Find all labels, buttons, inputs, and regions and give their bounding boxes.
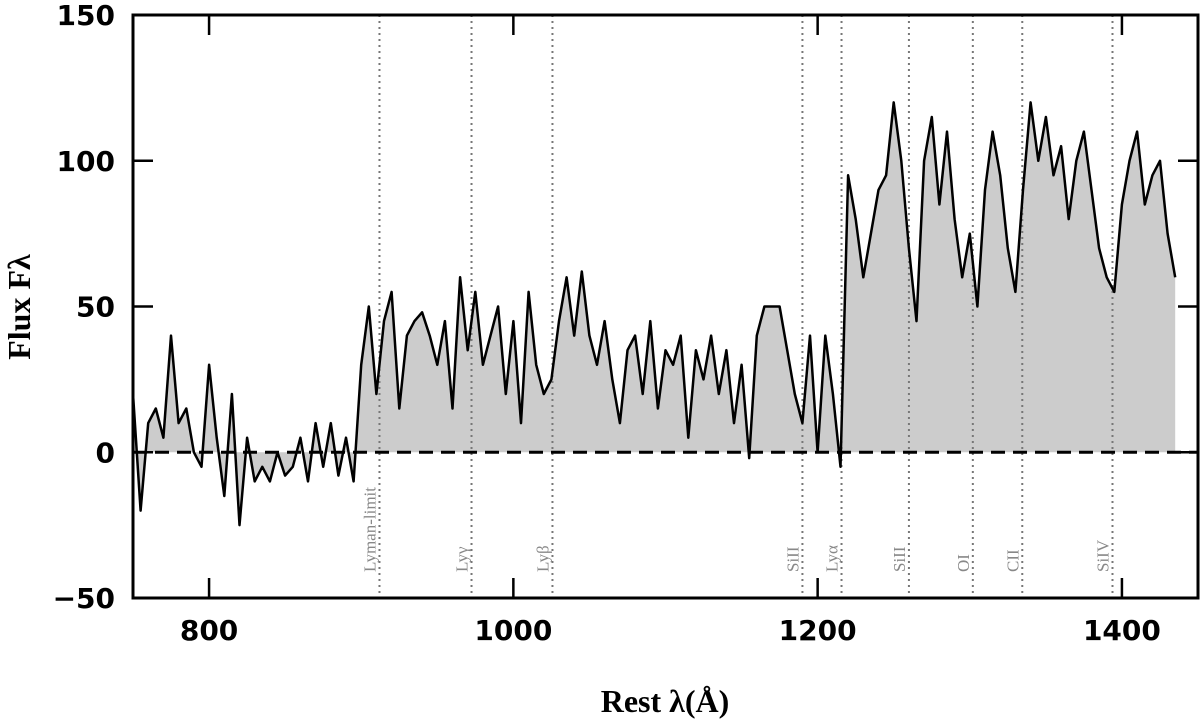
- y-tick-label: −50: [53, 582, 115, 615]
- y-axis-label: Flux Fλ: [1, 254, 37, 360]
- y-tick-label: 50: [76, 291, 115, 324]
- y-tick-label: 100: [57, 145, 115, 178]
- line-label: CII: [1003, 549, 1022, 572]
- line-label: Lyβ: [533, 545, 552, 572]
- x-axis-label: Rest λ(Å): [601, 683, 730, 719]
- line-label: SiIV: [1093, 539, 1112, 572]
- chart: Rest λ(Å) Flux Fλ Lyman-limit Lyγ Lyβ SiII L…: [0, 0, 1200, 728]
- x-tick-label: 1000: [474, 614, 552, 647]
- line-label: Lyman-limit: [360, 487, 379, 572]
- line-label: Lyα: [823, 545, 842, 572]
- x-tick-label: 1400: [1083, 614, 1161, 647]
- line-label: OI: [954, 554, 973, 572]
- x-tick-label: 800: [180, 614, 238, 647]
- x-tick-label: 1200: [779, 614, 857, 647]
- y-tick-label: 0: [96, 436, 115, 469]
- line-label: SiII: [890, 546, 909, 572]
- line-label: SiII: [783, 546, 802, 572]
- area: [133, 102, 1175, 525]
- y-tick-label: 150: [57, 0, 115, 32]
- line-label: Lyγ: [453, 546, 472, 572]
